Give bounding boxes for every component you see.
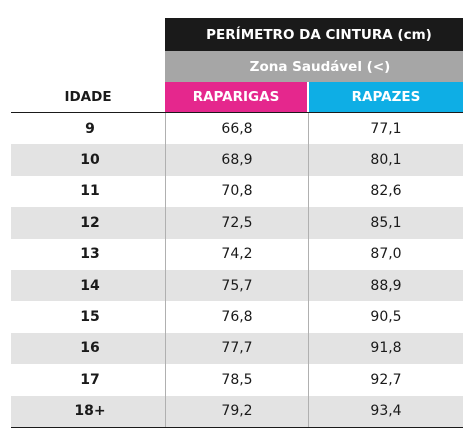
age-cell: 18+ <box>74 403 106 420</box>
boys-value-cell: 85,1 <box>370 214 402 231</box>
table-row: 13 74,2 87,0 <box>11 238 463 270</box>
boys-value-cell: 77,1 <box>370 120 402 137</box>
age-cell: 15 <box>80 309 100 326</box>
age-cell: 13 <box>80 246 100 263</box>
table-subtitle: Zona Saudável (<) <box>165 51 463 82</box>
girls-value-cell: 70,8 <box>165 175 309 208</box>
girls-value-cell: 75,7 <box>165 269 309 302</box>
age-cell: 10 <box>80 152 100 169</box>
table-row: 14 75,7 88,9 <box>11 269 463 302</box>
age-cell: 11 <box>80 183 100 200</box>
boys-value-cell: 90,5 <box>370 309 402 326</box>
table-row: 10 68,9 80,1 <box>11 144 463 176</box>
title-row: PERÍMETRO DA CINTURA (cm) <box>11 18 463 51</box>
girls-value-cell: 74,2 <box>165 238 309 270</box>
table-row: 15 76,8 90,5 <box>11 301 463 333</box>
table-row: 9 66,8 77,1 <box>11 113 463 145</box>
age-cell: 17 <box>80 371 100 388</box>
subtitle-row: Zona Saudável (<) <box>11 51 463 82</box>
boys-value-cell: 91,8 <box>370 340 402 357</box>
girls-value-cell: 68,9 <box>165 144 309 176</box>
boys-value-cell: 87,0 <box>370 246 402 263</box>
table-row: 11 70,8 82,6 <box>11 175 463 208</box>
age-cell: 9 <box>85 120 95 137</box>
column-header-girls: RAPARIGAS <box>165 82 307 112</box>
table-title: PERÍMETRO DA CINTURA (cm) <box>165 18 463 51</box>
boys-value-cell: 93,4 <box>370 403 402 420</box>
girls-value-cell: 78,5 <box>165 364 309 396</box>
table-body: 9 66,8 77,1 10 68,9 80,1 11 70,8 82,6 12 72,5 85,1 1… <box>11 112 463 427</box>
table-row: 17 78,5 92,7 <box>11 364 463 396</box>
table-row: 12 72,5 85,1 <box>11 207 463 239</box>
age-cell: 16 <box>80 340 100 357</box>
table-bottom-rule <box>11 426 463 428</box>
girls-value-cell: 72,5 <box>165 207 309 239</box>
girls-value-cell: 66,8 <box>165 113 309 145</box>
column-header-boys: RAPAZES <box>309 82 463 112</box>
girls-value-cell: 77,7 <box>165 332 309 365</box>
boys-value-cell: 88,9 <box>370 277 402 294</box>
girls-value-cell: 79,2 <box>165 395 309 427</box>
boys-value-cell: 92,7 <box>370 371 402 388</box>
boys-value-cell: 82,6 <box>370 183 402 200</box>
column-header-row: IDADE RAPARIGAS RAPAZES <box>11 82 463 112</box>
column-header-age: IDADE <box>64 89 112 105</box>
table-row: 16 77,7 91,8 <box>11 332 463 365</box>
girls-value-cell: 76,8 <box>165 301 309 333</box>
age-cell: 12 <box>80 214 100 231</box>
boys-value-cell: 80,1 <box>370 152 402 169</box>
age-cell: 14 <box>80 277 100 294</box>
table-row: 18+ 79,2 93,4 <box>11 395 463 427</box>
waist-circumference-table: PERÍMETRO DA CINTURA (cm) Zona Saudável … <box>11 18 463 428</box>
